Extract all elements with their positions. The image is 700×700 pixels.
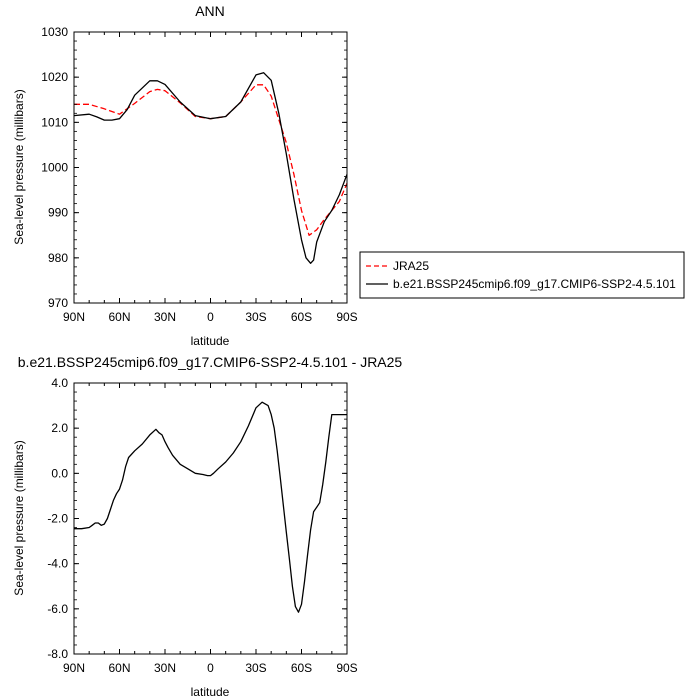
- difference-x-axis-label: latitude: [191, 685, 230, 699]
- y-tick-label: 970: [48, 296, 68, 310]
- x-tick-label: 30S: [245, 310, 266, 324]
- x-tick-label: 30N: [154, 310, 176, 324]
- y-tick-label: 980: [48, 251, 68, 265]
- y-tick-label: -2.0: [47, 512, 68, 526]
- x-tick-label: 90N: [63, 661, 85, 675]
- top-chart-panel: ANN 970 980 990 1000 1010 1020 1030 90N 60N 30N 0…: [12, 3, 685, 348]
- bottom-chart-panel: b.e21.BSSP245cmip6.f09_g17.CMIP6-SSP2-4.…: [12, 354, 402, 699]
- x-tick-label: 0: [207, 310, 214, 324]
- legend: JRA25 b.e21.BSSP245cmip6.f09_g17.CMIP6-S…: [359, 251, 685, 299]
- y-tick-label: -8.0: [47, 647, 68, 661]
- x-tick-label: 30S: [245, 661, 266, 675]
- difference-series-line: [74, 401, 347, 613]
- x-tick-label: 90S: [336, 310, 357, 324]
- plot-area: [73, 31, 348, 304]
- y-tick-label: 1000: [41, 161, 68, 175]
- y-axis-label: Sea-level pressure (millibars): [12, 89, 26, 244]
- y-tick-label: 0.0: [51, 466, 68, 480]
- x-tick-label: 30N: [154, 661, 176, 675]
- y-tick-label: 1030: [41, 25, 68, 39]
- y-tick-label: 1010: [41, 115, 68, 129]
- difference-plot-area: [73, 382, 348, 655]
- x-tick-label: 60S: [291, 310, 312, 324]
- y-tick-label: 2.0: [51, 421, 68, 435]
- legend-label-model: b.e21.BSSP245cmip6.f09_g17.CMIP6-SSP2-4.…: [393, 277, 676, 291]
- x-tick-label: 60N: [108, 661, 130, 675]
- x-tick-label: 0: [207, 661, 214, 675]
- y-tick-label: -6.0: [47, 602, 68, 616]
- y-tick-label: 1020: [41, 70, 68, 84]
- y-tick-label: 4.0: [51, 376, 68, 390]
- x-axis-label: latitude: [191, 334, 230, 348]
- x-tick-label: 60S: [291, 661, 312, 675]
- y-tick-label: -4.0: [47, 557, 68, 571]
- difference-y-axis-label: Sea-level pressure (millibars): [12, 440, 26, 595]
- chart-title: ANN: [195, 3, 225, 19]
- x-tick-label: 60N: [108, 310, 130, 324]
- legend-label-jra25: JRA25: [393, 259, 429, 273]
- difference-chart-title: b.e21.BSSP245cmip6.f09_g17.CMIP6-SSP2-4.…: [18, 354, 403, 370]
- series-line-0: [74, 84, 348, 236]
- series-line-1: [73, 72, 348, 264]
- y-tick-label: 990: [48, 206, 68, 220]
- x-tick-label: 90N: [63, 310, 85, 324]
- legend-box: [359, 251, 685, 299]
- x-tick-label: 90S: [336, 661, 357, 675]
